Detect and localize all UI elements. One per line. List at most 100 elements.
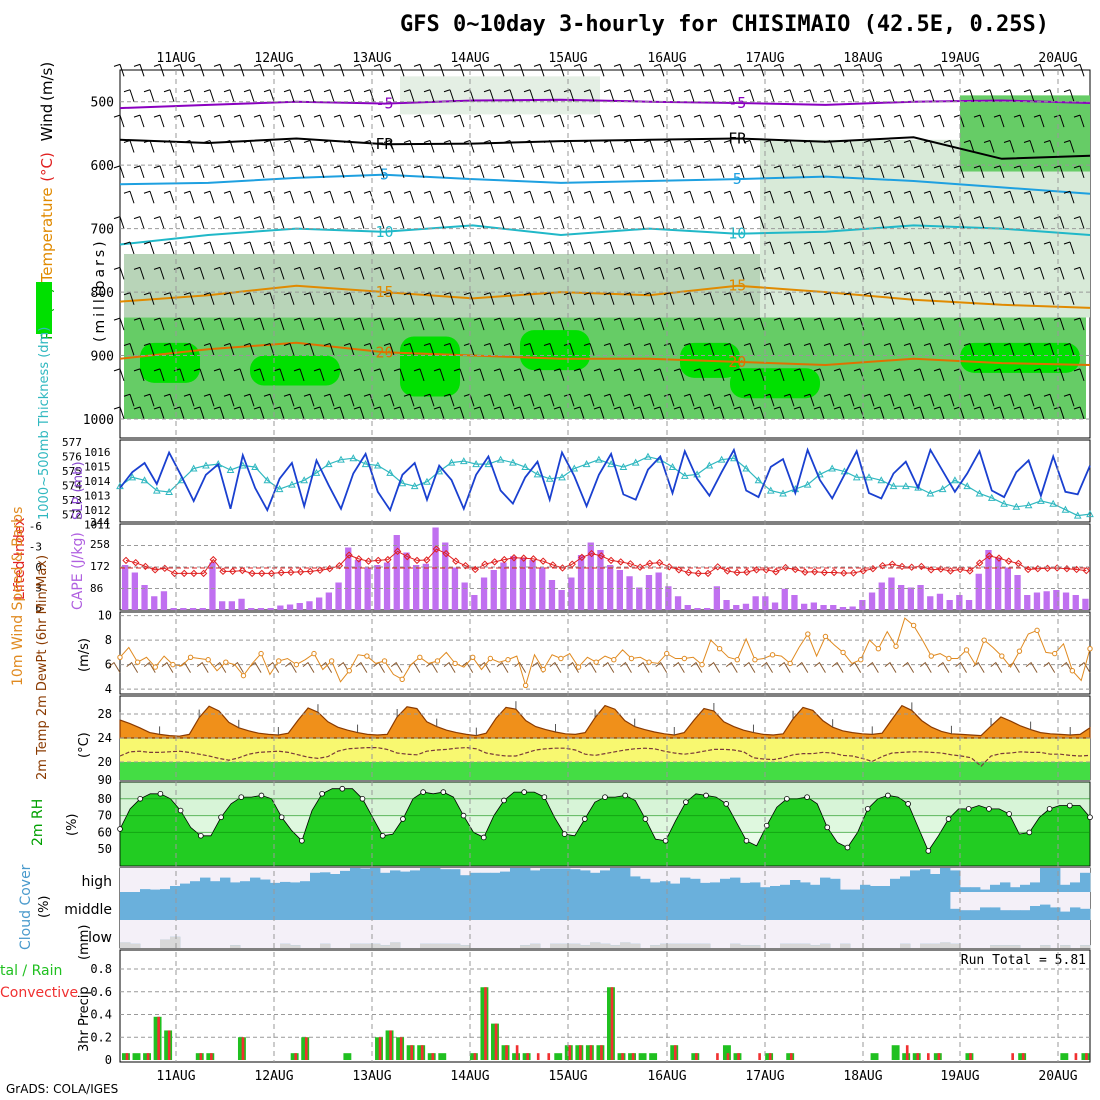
thickness-point — [1086, 510, 1094, 518]
cloud-ylabel: Cloud Cover — [18, 864, 34, 950]
thickness-point — [558, 473, 566, 481]
precip-total-bar — [722, 1045, 731, 1060]
cape-bar — [422, 563, 430, 610]
wind-barb — [833, 165, 845, 179]
wind-barb — [193, 114, 205, 128]
cloud-middle-bar — [230, 892, 241, 920]
wind-barb — [1003, 89, 1015, 102]
wind-speed-point — [240, 672, 247, 679]
surface-barb — [955, 661, 967, 673]
cape-bar — [742, 603, 750, 610]
rh-legend-swatch — [36, 282, 52, 334]
wind-barb — [553, 114, 565, 128]
precip-total-bar — [132, 1053, 141, 1060]
slp-ytick: 1011 — [84, 519, 111, 532]
wind-barb — [503, 140, 515, 153]
rh-point — [420, 789, 426, 795]
wind-barb — [183, 190, 195, 204]
cloud-high-bar — [580, 870, 591, 892]
lifted-index-point — [840, 569, 848, 577]
surface-barb — [814, 661, 826, 673]
wind-barb — [653, 266, 665, 280]
wind-barb — [753, 266, 765, 280]
wind-barb — [343, 241, 355, 255]
precip-total-bar — [554, 1053, 563, 1060]
rh-shading — [124, 76, 1090, 419]
surface-barb — [673, 661, 685, 673]
cloud-middle-bar — [980, 907, 991, 920]
cloud-low-patch — [170, 936, 181, 948]
wind-speed-point — [540, 666, 546, 673]
cape-bar — [655, 572, 662, 610]
precip-conv-bar — [768, 1053, 772, 1060]
wind-barb — [693, 317, 705, 331]
precip-conv-bar — [399, 1037, 403, 1060]
lifted-index-point — [966, 567, 974, 575]
wind-barb — [303, 393, 315, 407]
cloud-high-bar — [250, 877, 261, 892]
cape-bar — [170, 608, 177, 610]
cloud-middle-bar — [440, 892, 451, 920]
wind-barb — [863, 292, 875, 305]
wind-barb — [633, 368, 645, 382]
precip-conv-bar — [167, 1030, 171, 1060]
lifted-index-point — [141, 562, 150, 571]
cloud-high-bar — [270, 882, 281, 892]
wind-barb — [133, 216, 145, 229]
cloud-middle-bar — [950, 908, 961, 920]
wind-barb — [563, 292, 575, 305]
cape-bar — [548, 580, 556, 610]
wind-barb — [583, 89, 595, 102]
wind-barb — [233, 266, 245, 280]
wind-barb — [1073, 368, 1085, 382]
wind-barb — [313, 165, 325, 179]
wind-barb — [473, 266, 485, 280]
wind-barb — [893, 216, 905, 229]
precip-conv-bar — [389, 1030, 392, 1060]
wind-barb — [273, 165, 285, 179]
cloud-level-label: middle — [64, 902, 112, 918]
wind-barb — [593, 266, 605, 280]
cloud-high-bar — [460, 875, 471, 892]
wind-barb — [853, 165, 865, 179]
wind-barb — [483, 241, 495, 255]
cloud-low-patch — [430, 943, 441, 948]
wind-barb — [1013, 406, 1025, 420]
wind-barb — [793, 216, 805, 229]
wind-barb — [263, 140, 275, 153]
cloud-middle-bar — [290, 892, 301, 920]
cloud-low-patch — [690, 943, 701, 948]
wind-barb — [713, 63, 725, 77]
lifted-index-line — [125, 548, 1087, 574]
lifted-index-point — [170, 569, 179, 578]
wind-barb — [503, 292, 515, 305]
thickness-point — [423, 477, 431, 485]
rh-point — [1046, 806, 1053, 812]
surface-barb — [761, 661, 773, 673]
rh-band-partial — [124, 254, 764, 318]
wind-barb — [943, 140, 955, 153]
wind-barb — [983, 292, 995, 305]
date-label-top: 11AUG — [156, 51, 195, 66]
wind-barb — [553, 368, 565, 382]
wind-barb — [623, 241, 635, 255]
cloud-high-bar — [360, 868, 371, 892]
rh-area — [119, 788, 1091, 867]
wind-barb — [153, 63, 165, 77]
cloud-middle-bar — [970, 910, 981, 920]
wind-barb — [663, 292, 675, 305]
wind-barb — [743, 89, 755, 102]
wind-barb — [603, 292, 615, 305]
wind-barb — [143, 393, 155, 407]
cloud-high-bar — [950, 870, 961, 892]
wind-barb — [633, 165, 645, 179]
thickness-point — [803, 480, 812, 488]
wind-barb — [513, 63, 525, 77]
isotherm-label-3-1: 10 — [728, 225, 746, 243]
wind-barb — [753, 114, 765, 128]
wind-barb — [893, 165, 905, 179]
cape-bar — [286, 604, 294, 610]
wind-barb — [543, 292, 555, 305]
wind-barb — [903, 89, 915, 102]
wind-barb — [973, 216, 985, 229]
